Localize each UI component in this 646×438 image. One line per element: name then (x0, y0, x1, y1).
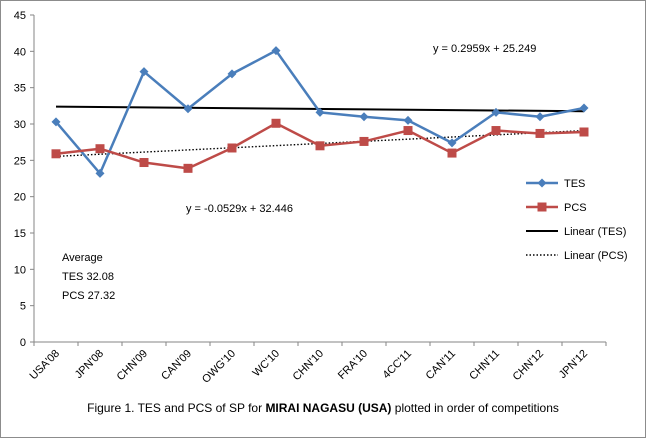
y-tick-label: 30 (14, 119, 26, 131)
x-tick-label: USA'08 (28, 348, 63, 383)
average-tes: TES 32.08 (62, 271, 114, 283)
y-tick-label: 10 (14, 264, 26, 276)
data-point-pcs (315, 141, 325, 151)
data-point-tes (227, 69, 237, 79)
x-tick-label: CHN'11 (467, 348, 502, 383)
data-point-tes (359, 112, 369, 122)
data-point-pcs (51, 149, 61, 159)
data-point-pcs (95, 144, 105, 154)
x-tick-label: JPN'12 (557, 348, 590, 381)
legend-marker-tes (537, 178, 547, 188)
series-lines (51, 46, 589, 178)
caption-athlete: MIRAI NAGASU (USA) (265, 401, 391, 415)
data-point-pcs (183, 163, 193, 173)
data-point-tes (95, 168, 105, 178)
y-tick-label: 25 (14, 155, 26, 167)
data-point-pcs (403, 126, 413, 136)
legend-label-linear-pcs: Linear (PCS) (564, 250, 628, 262)
x-tick-label: 4CC'11 (381, 348, 415, 382)
data-point-tes (579, 103, 589, 113)
legend-label-linear-tes: Linear (TES) (564, 226, 626, 238)
x-tick-label: CHN'12 (511, 348, 546, 383)
data-point-tes (491, 107, 501, 117)
data-point-pcs (271, 118, 281, 128)
data-point-tes (447, 138, 457, 148)
data-point-tes (183, 104, 193, 114)
x-tick-label: WC'10 (251, 348, 283, 380)
y-tick-label: 15 (14, 228, 26, 240)
data-point-tes (535, 112, 545, 122)
data-point-pcs (227, 143, 237, 153)
y-tick-label: 20 (14, 192, 26, 204)
data-point-pcs (535, 128, 545, 138)
trendline-linear-pcs (55, 129, 585, 158)
caption-prefix: Figure 1. TES and PCS of SP for (87, 401, 265, 415)
data-point-pcs (447, 148, 457, 158)
x-tick-label: CAN'11 (424, 348, 458, 382)
figure-caption: Figure 1. TES and PCS of SP for MIRAI NA… (87, 401, 559, 415)
y-tick-label: 40 (14, 46, 26, 58)
average-pcs: PCS 27.32 (62, 290, 115, 302)
x-tick-label: OWG'10 (200, 348, 238, 386)
x-tick-label: CHN'09 (115, 348, 150, 383)
x-tick-label: FRA'10 (336, 348, 370, 382)
data-point-tes (271, 46, 281, 56)
x-tick-label: JPN'08 (73, 348, 106, 381)
legend-label-tes: TES (564, 178, 585, 190)
data-point-pcs (579, 127, 589, 137)
data-point-tes (315, 107, 325, 117)
caption-suffix: plotted in order of competitions (391, 401, 558, 415)
axes: 0 5 10 15 20 25 30 35 40 45 USA'08 JPN'08 CHN'09 CAN'… (14, 10, 607, 386)
y-tick-label: 0 (20, 337, 26, 349)
data-point-pcs (491, 126, 501, 136)
y-tick-label: 45 (14, 10, 26, 22)
data-point-tes (51, 117, 61, 127)
data-point-pcs (139, 158, 149, 168)
average-label: Average (62, 252, 103, 264)
y-tick-label: 5 (20, 301, 26, 313)
equation-pcs-trend: y = 0.2959x + 25.249 (433, 43, 536, 55)
y-tick-label: 35 (14, 83, 26, 95)
x-tick-label: CAN'09 (159, 348, 194, 383)
legend: TES PCS Linear (TES) Linear (PCS) (526, 178, 628, 262)
legend-marker-pcs (537, 202, 547, 212)
x-tick-label: CHN'10 (291, 348, 326, 383)
equation-tes-trend: y = -0.0529x + 32.446 (186, 203, 293, 215)
data-point-tes (403, 115, 413, 125)
data-point-pcs (359, 136, 369, 146)
legend-label-pcs: PCS (564, 202, 587, 214)
data-point-tes (139, 67, 149, 77)
